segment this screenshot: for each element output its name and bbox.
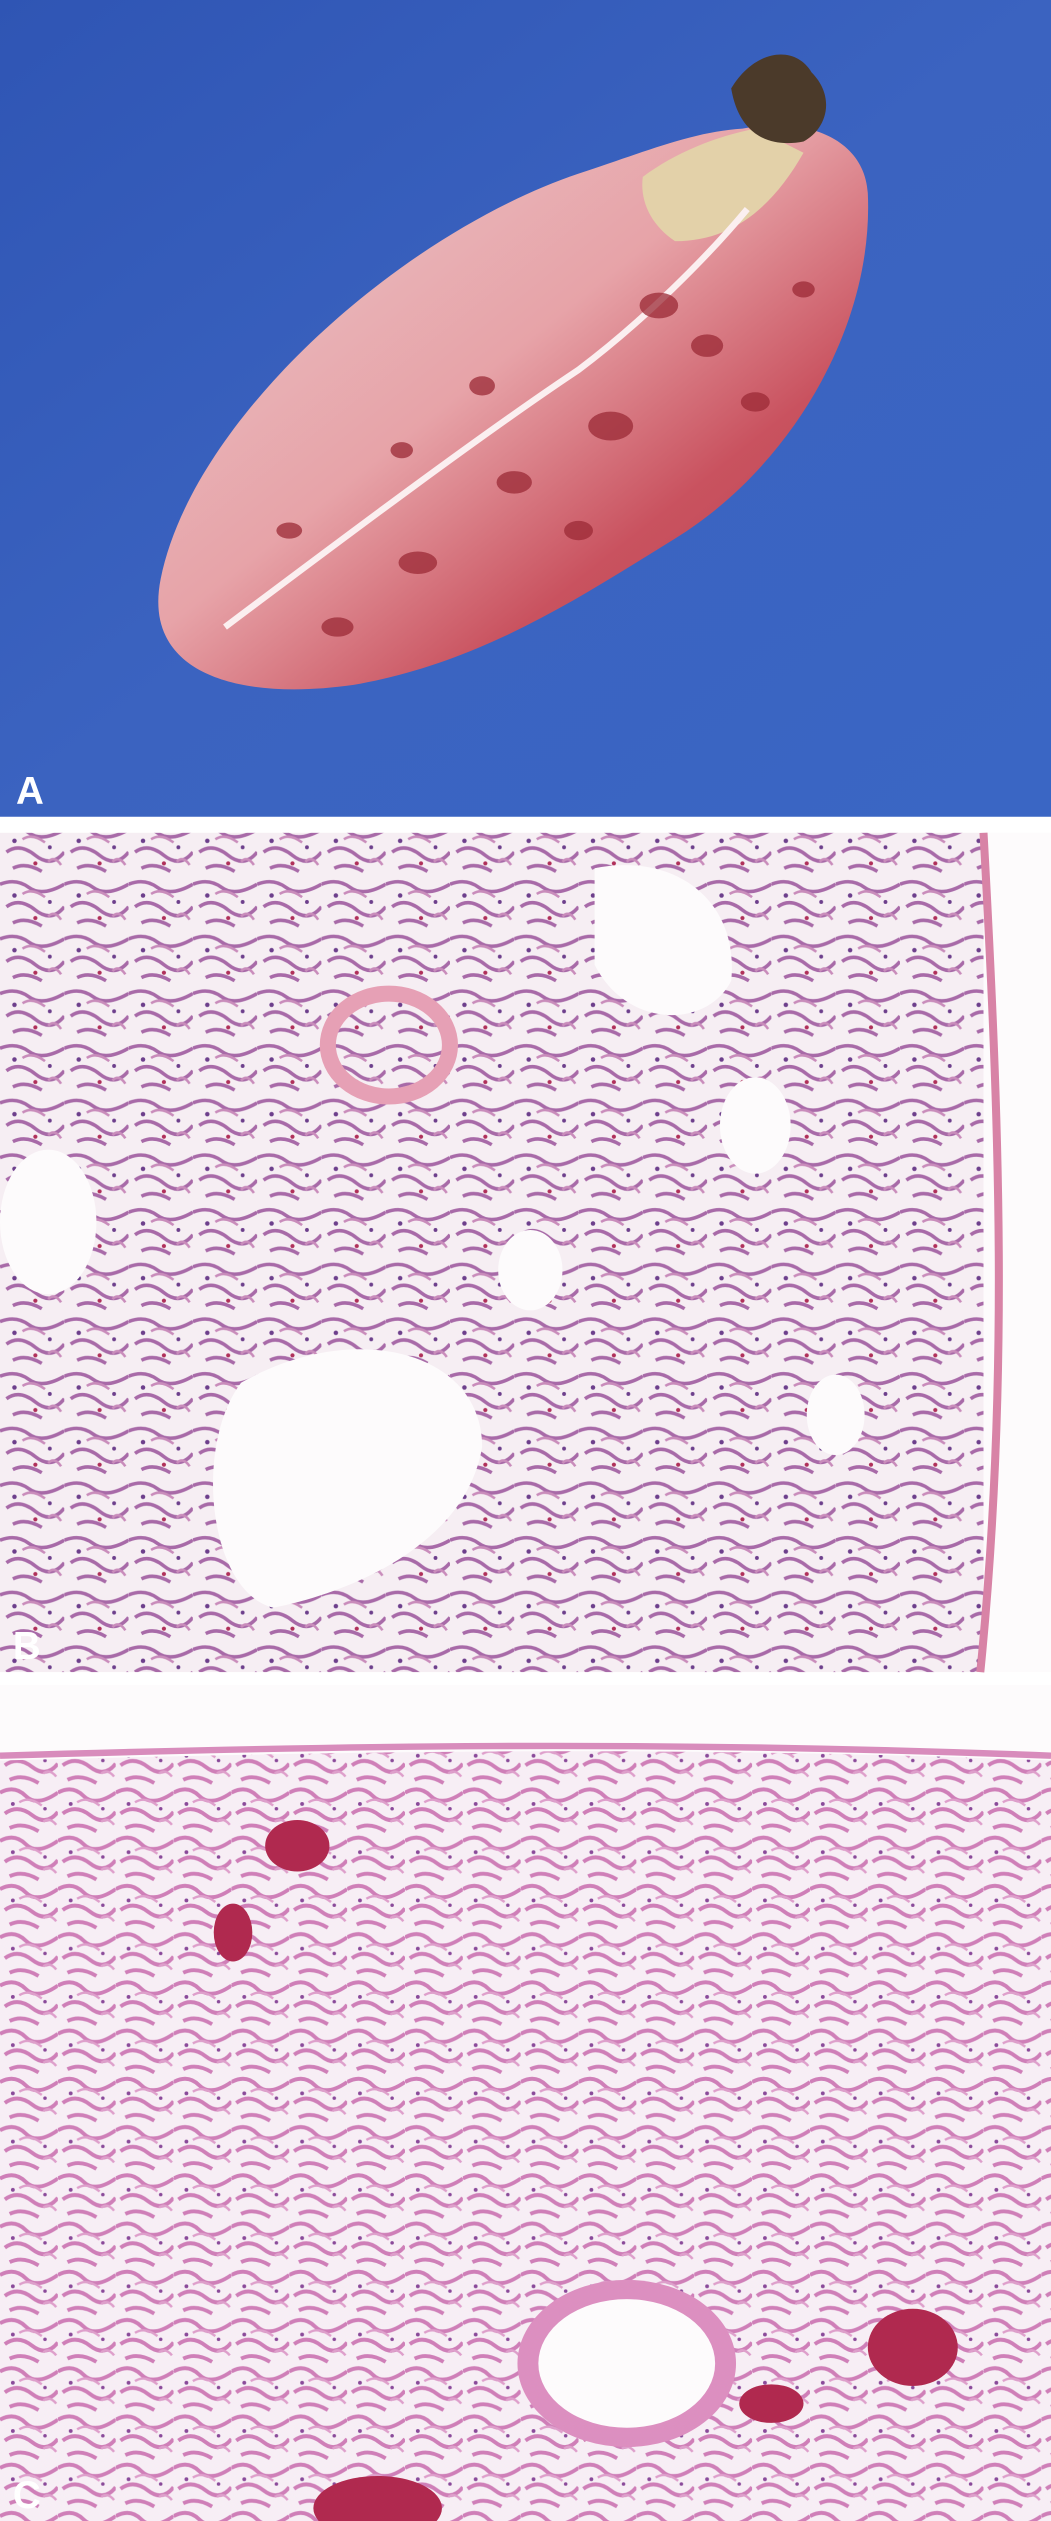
panel-label: A bbox=[16, 770, 44, 813]
vessels bbox=[213, 1820, 958, 2521]
hemorrhage-spots bbox=[276, 281, 815, 637]
airway-lumen bbox=[538, 2299, 716, 2428]
panel-c: C bbox=[0, 1684, 1051, 2521]
reflection bbox=[223, 206, 750, 630]
hilum bbox=[642, 128, 804, 242]
panel-label: C bbox=[13, 2474, 41, 2517]
panel-label: B bbox=[13, 1625, 41, 1668]
pleura bbox=[0, 1742, 1051, 1759]
stump bbox=[731, 54, 827, 144]
pleura bbox=[976, 832, 1003, 1673]
panel-a: A bbox=[0, 0, 1051, 817]
airspaces bbox=[0, 865, 865, 1608]
panel-b: B bbox=[0, 832, 1051, 1673]
tissue bbox=[0, 1751, 1051, 2521]
vessel bbox=[319, 985, 459, 1105]
tissue bbox=[0, 832, 984, 1673]
